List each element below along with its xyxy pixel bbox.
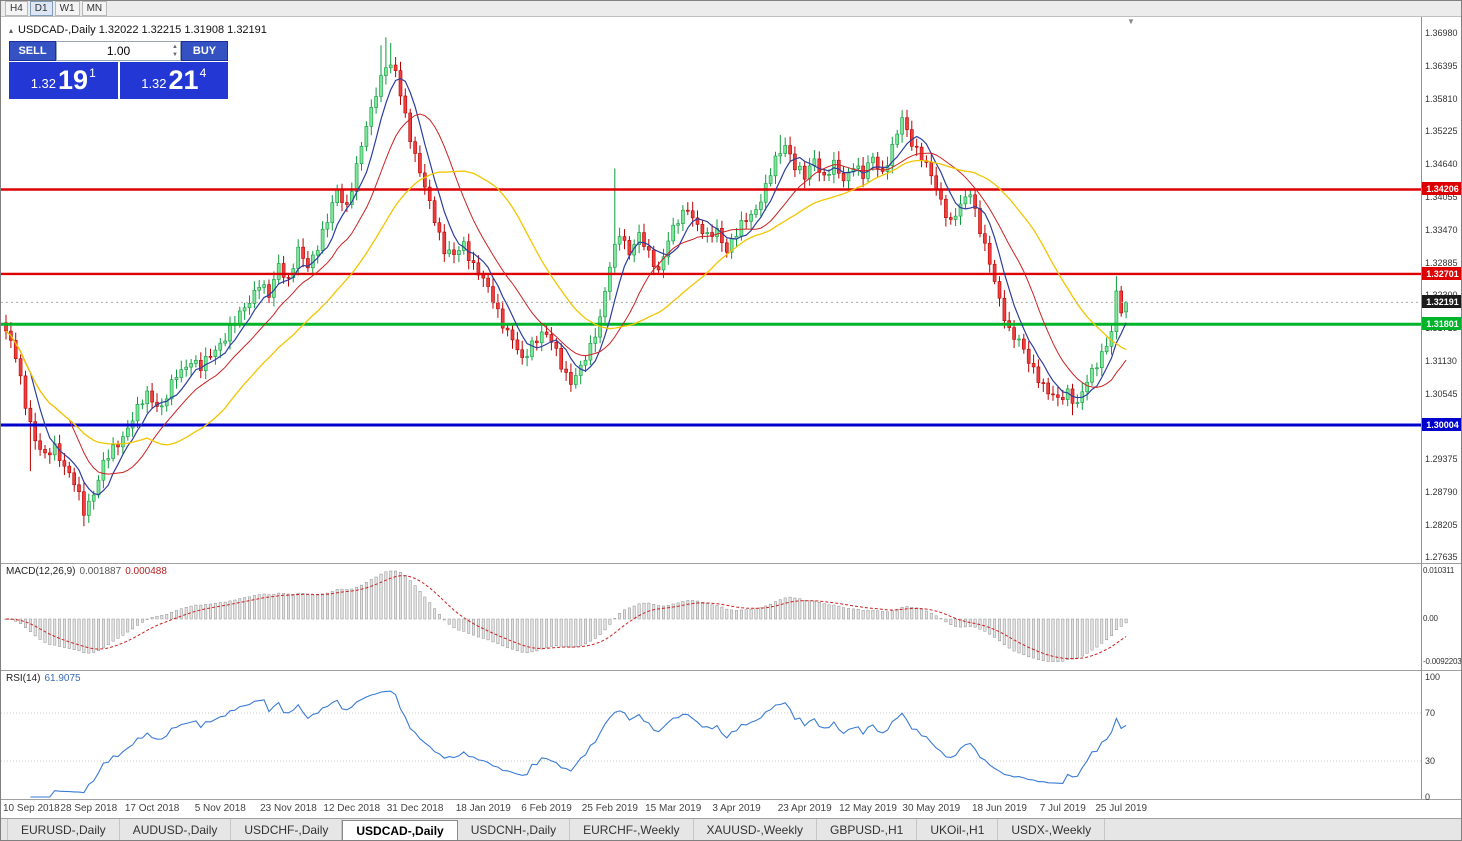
buy-price-main: 21 — [168, 65, 199, 95]
date-label: 30 May 2019 — [902, 803, 961, 814]
date-label: 10 Sep 2018 — [3, 803, 60, 814]
price-axis-label: 1.36980 — [1425, 27, 1458, 38]
price-axis-label: 1.34640 — [1425, 159, 1458, 170]
macd-axis-label: 0.010311 — [1423, 566, 1455, 575]
hline-price-tag-1-31801: 1.31801 — [1422, 317, 1461, 331]
macd-indicator-label: MACD(12,26,9) 0.001887 0.000488 — [6, 566, 167, 577]
date-label: 15 Mar 2019 — [645, 803, 702, 814]
price-axis[interactable]: 1.36980 1.36395 1.35810 1.35225 1.34640 1.340… — [1421, 17, 1462, 802]
volume-input[interactable]: 1.00 ▲ ▼ — [56, 41, 181, 61]
macd-chart[interactable] — [1, 564, 1421, 670]
volume-stepper[interactable]: ▲ ▼ — [172, 43, 178, 59]
date-axis[interactable]: 10 Sep 2018 28 Sep 2018 17 Oct 2018 5 Nov 2… — [1, 799, 1461, 818]
chart-tab-xauusd-weekly[interactable]: XAUUSD-,Weekly — [694, 819, 817, 840]
hline-price-tag-1-32701: 1.32701 — [1422, 266, 1461, 280]
macd-title: MACD(12,26,9) — [6, 566, 76, 577]
rsi-indicator-label: RSI(14) 61.9075 — [6, 673, 81, 684]
date-label: 25 Jul 2019 — [1095, 803, 1148, 814]
timeframe-toolbar: H4 D1 W1 MN — [1, 1, 1461, 17]
macd-axis-label: -0.0092203 — [1423, 656, 1462, 666]
timeframe-button-h4[interactable]: H4 — [5, 1, 28, 16]
chart-tab-ukoil-h1[interactable]: UKOil-,H1 — [917, 819, 999, 840]
rsi-axis-label: 100 — [1425, 672, 1441, 682]
rsi-title: RSI(14) — [6, 673, 41, 684]
date-label: 31 Dec 2018 — [386, 803, 444, 814]
price-axis-label: 1.32300 — [1425, 290, 1458, 300]
date-label: 5 Nov 2018 — [194, 803, 246, 814]
date-label: 23 Apr 2019 — [777, 803, 832, 814]
price-axis-label: 1.29375 — [1425, 454, 1458, 465]
symbol-ohlc-text: USDCAD-,Daily 1.32022 1.32215 1.31908 1.… — [18, 24, 267, 36]
price-axis-label: 1.30545 — [1425, 388, 1458, 399]
date-label: 25 Feb 2019 — [581, 803, 638, 814]
sell-price-main: 19 — [58, 65, 89, 95]
buy-price-sup: 4 — [199, 66, 207, 80]
one-click-trading-widget: SELL 1.00 ▲ ▼ BUY 1.32 19 1 1.32 21 4 — [9, 41, 228, 99]
right-shift-marker-icon[interactable]: ▼ — [1127, 17, 1135, 26]
panel-separator — [1422, 563, 1461, 564]
price-axis-label: 1.32885 — [1425, 257, 1458, 268]
date-label: 18 Jan 2019 — [455, 803, 511, 814]
price-axis-label: 1.33470 — [1425, 224, 1458, 235]
price-axis-label: 1.35810 — [1425, 93, 1458, 104]
date-label: 23 Nov 2018 — [260, 803, 317, 814]
sell-button[interactable]: SELL — [9, 41, 56, 61]
sell-price-prefix: 1.32 — [30, 76, 57, 91]
rsi-chart[interactable] — [1, 671, 1421, 799]
hline-price-tag-1-34206: 1.34206 — [1422, 182, 1461, 196]
timeframe-button-d1[interactable]: D1 — [29, 1, 53, 16]
macd-indicator-panel[interactable] — [1, 563, 1421, 670]
buy-price-display[interactable]: 1.32 21 4 — [119, 62, 228, 99]
price-axis-label: 1.27635 — [1425, 551, 1458, 562]
chart-tab-usdcad-daily[interactable]: USDCAD-,Daily — [342, 820, 458, 840]
price-axis-label: 1.28205 — [1425, 519, 1458, 530]
rsi-value: 61.9075 — [44, 673, 81, 684]
sell-price-sup: 1 — [89, 66, 96, 80]
stepper-up-icon[interactable]: ▲ — [172, 44, 178, 50]
timeframe-button-w1[interactable]: W1 — [54, 1, 80, 16]
chart-tab-audusd-daily[interactable]: AUDUSD-,Daily — [120, 819, 232, 840]
date-label: 12 May 2019 — [839, 803, 897, 814]
price-axis-label: 1.35225 — [1425, 126, 1458, 137]
price-axis-label: 1.28790 — [1425, 487, 1458, 498]
sell-price-display[interactable]: 1.32 19 1 — [9, 62, 118, 99]
date-label: 3 Apr 2019 — [712, 803, 761, 814]
price-chart-panel[interactable] — [1, 17, 1421, 563]
chart-tab-usdcnh-daily[interactable]: USDCNH-,Daily — [458, 819, 571, 840]
rsi-axis-label: 30 — [1425, 756, 1436, 766]
price-axis-label: 1.34055 — [1425, 191, 1458, 202]
current-price-tag: 1.32191 — [1422, 295, 1461, 309]
buy-price-prefix: 1.32 — [141, 76, 167, 91]
buy-button[interactable]: BUY — [181, 41, 228, 61]
macd-main-value: 0.001887 — [79, 566, 122, 577]
price-axis-label: 1.36395 — [1425, 60, 1458, 71]
macd-signal-value: 0.000488 — [125, 566, 167, 577]
chart-tab-usdx-weekly[interactable]: USDX-,Weekly — [998, 819, 1106, 840]
rsi-axis-label: 0 — [1425, 792, 1431, 802]
chart-tab-gbpusd-h1[interactable]: GBPUSD-,H1 — [817, 819, 918, 840]
date-label: 12 Dec 2018 — [323, 803, 381, 814]
chart-tab-eurchf-weekly[interactable]: EURCHF-,Weekly — [570, 819, 694, 840]
chart-tab-bar: EURUSD-,Daily AUDUSD-,Daily USDCHF-,Daily U… — [1, 818, 1461, 840]
date-label: 17 Oct 2018 — [124, 803, 180, 814]
rsi-axis-label: 70 — [1425, 708, 1436, 718]
panel-separator — [1422, 670, 1461, 671]
chart-ohlc-line: ▴ USDCAD-,Daily 1.32022 1.32215 1.31908 … — [9, 24, 267, 36]
symbol-icon: ▴ — [9, 25, 14, 35]
candlestick-chart[interactable] — [1, 17, 1421, 563]
date-label: 28 Sep 2018 — [60, 803, 118, 814]
volume-value: 1.00 — [106, 44, 131, 58]
price-axis-label: 1.31130 — [1425, 355, 1457, 366]
date-label: 6 Feb 2019 — [521, 803, 572, 814]
rsi-indicator-panel[interactable] — [1, 670, 1421, 799]
stepper-down-icon[interactable]: ▼ — [172, 52, 178, 58]
chart-tab-usdchf-daily[interactable]: USDCHF-,Daily — [231, 819, 343, 840]
hline-price-tag-1-30004: 1.30004 — [1422, 418, 1461, 432]
timeframe-button-mn[interactable]: MN — [81, 1, 108, 16]
chart-tab-eurusd-daily[interactable]: EURUSD-,Daily — [7, 819, 120, 840]
macd-axis-label: 0.00 — [1423, 614, 1438, 623]
date-label: 7 Jul 2019 — [1039, 803, 1086, 814]
date-label: 18 Jun 2019 — [971, 803, 1027, 814]
